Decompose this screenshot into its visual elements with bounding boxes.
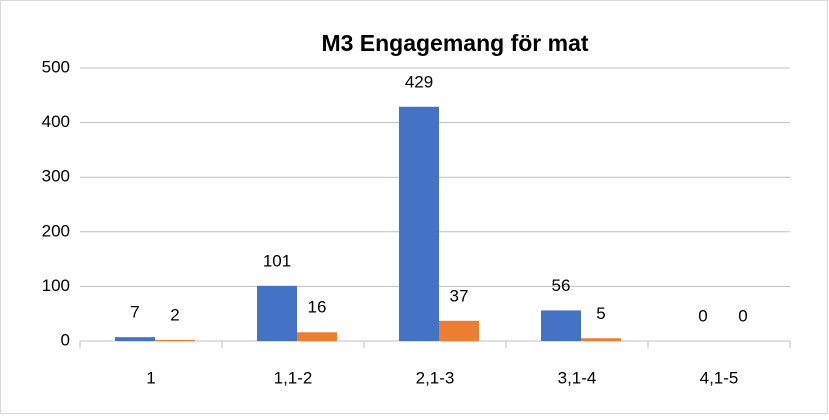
bar — [115, 337, 155, 341]
bar — [155, 339, 195, 341]
data-label: 101 — [263, 251, 291, 270]
data-label: 5 — [596, 304, 605, 323]
y-tick-label: 500 — [42, 57, 70, 76]
data-label: 16 — [308, 298, 327, 317]
bar — [257, 285, 297, 341]
bar — [439, 320, 479, 341]
x-tick-label: 1,1-2 — [274, 368, 313, 387]
x-tick-label: 1 — [146, 368, 155, 387]
chart-title: M3 Engagemang för mat — [321, 30, 588, 56]
data-label: 0 — [738, 306, 747, 325]
data-label: 37 — [450, 286, 469, 305]
data-label: 56 — [552, 276, 571, 295]
y-tick-label: 200 — [42, 221, 70, 240]
x-tick-label: 4,1-5 — [700, 368, 739, 387]
data-label: 429 — [405, 72, 433, 91]
bar — [581, 338, 621, 341]
bar — [399, 106, 439, 342]
bar — [297, 332, 337, 341]
y-tick-label: 100 — [42, 276, 70, 295]
y-tick-label: 400 — [42, 112, 70, 131]
data-label: 0 — [698, 306, 707, 325]
data-label: 7 — [130, 303, 139, 322]
y-tick-label: 0 — [61, 330, 70, 349]
y-tick-label: 300 — [42, 167, 70, 186]
x-tick-label: 2,1-3 — [416, 368, 455, 387]
bar — [541, 310, 581, 341]
data-label: 2 — [170, 305, 179, 324]
x-tick-label: 3,1-4 — [558, 368, 597, 387]
